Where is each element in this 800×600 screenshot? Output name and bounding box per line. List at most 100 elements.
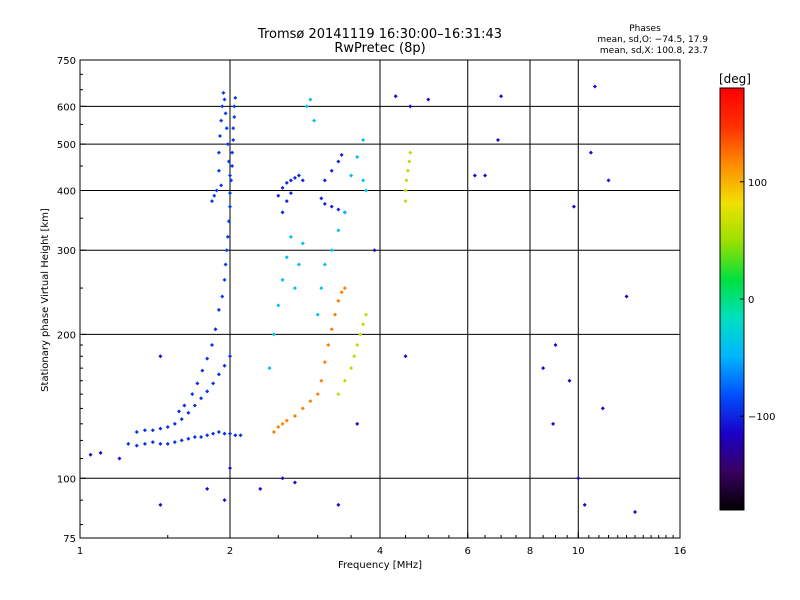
data-point xyxy=(228,466,232,471)
data-point xyxy=(288,234,293,239)
data-point xyxy=(361,138,366,143)
data-point xyxy=(216,429,221,434)
stats-line-x: mean, sd,X: 100.8, 23.7 xyxy=(600,46,708,56)
data-point xyxy=(200,368,205,373)
data-point xyxy=(186,410,191,415)
data-point xyxy=(205,486,210,491)
data-point xyxy=(223,262,228,267)
data-point xyxy=(315,312,320,317)
data-point xyxy=(624,294,629,299)
data-point xyxy=(349,366,354,371)
data-point xyxy=(588,150,593,155)
data-point xyxy=(134,443,139,448)
data-point xyxy=(312,118,317,123)
data-point xyxy=(600,406,605,411)
y-tick-label: 200 xyxy=(57,330,76,341)
data-point xyxy=(499,94,504,99)
x-axis-label: Frequency [MHz] xyxy=(338,560,422,571)
y-tick-label: 300 xyxy=(57,246,76,257)
data-point xyxy=(355,343,360,348)
data-point xyxy=(551,421,556,426)
x-tick-label: 16 xyxy=(674,546,687,557)
data-point xyxy=(271,429,276,434)
data-point xyxy=(158,354,163,359)
data-point xyxy=(364,312,369,317)
data-point xyxy=(228,431,232,436)
data-point xyxy=(150,440,155,445)
data-point xyxy=(403,354,408,359)
data-point xyxy=(372,248,377,253)
data-point xyxy=(292,286,297,291)
data-point xyxy=(226,159,231,164)
data-point xyxy=(222,431,227,436)
data-point xyxy=(88,452,93,457)
data-point xyxy=(150,428,155,433)
data-point xyxy=(233,95,238,100)
data-point xyxy=(126,441,131,446)
y-tick-label: 600 xyxy=(57,102,76,113)
chart-title-line2: RwPretec (8p) xyxy=(334,41,425,56)
data-point xyxy=(158,502,163,507)
data-point xyxy=(220,294,225,299)
data-point xyxy=(199,396,204,401)
data-point xyxy=(158,426,163,431)
data-point xyxy=(238,433,243,438)
data-point xyxy=(280,476,285,481)
data-point xyxy=(408,150,413,155)
data-point xyxy=(308,399,313,404)
data-point xyxy=(472,173,477,178)
data-point xyxy=(223,111,228,116)
data-point xyxy=(228,354,232,359)
data-point xyxy=(230,164,235,169)
y-tick-label: 75 xyxy=(63,534,76,545)
data-point xyxy=(213,327,218,332)
data-point xyxy=(355,155,360,160)
data-point xyxy=(426,97,431,102)
data-point xyxy=(284,199,289,204)
data-point xyxy=(231,126,236,131)
data-point xyxy=(271,332,276,337)
data-point xyxy=(172,421,177,426)
data-point xyxy=(222,363,227,368)
colorbar-tick-label: −100 xyxy=(748,412,775,423)
y-tick-label: 500 xyxy=(57,140,76,151)
data-point xyxy=(192,434,197,439)
data-point xyxy=(219,118,224,123)
colorbar-ticks: 100 0 −100 xyxy=(740,178,775,423)
data-point xyxy=(134,429,139,434)
stats-title: Phases xyxy=(629,24,661,34)
data-point xyxy=(405,168,410,173)
data-point xyxy=(218,134,223,139)
data-point xyxy=(211,381,216,386)
data-point xyxy=(292,480,297,485)
data-point xyxy=(582,502,587,507)
data-point xyxy=(576,476,581,481)
y-tick-label: 750 xyxy=(57,56,76,67)
data-point xyxy=(142,428,147,433)
data-point xyxy=(393,94,398,99)
data-point xyxy=(403,199,408,204)
data-point xyxy=(209,199,214,204)
data-point xyxy=(284,180,289,185)
axis-ticks: 1 2 4 6 8 10 16 75 100 200 300 400 500 600 750 xyxy=(57,56,686,557)
data-point xyxy=(304,104,309,109)
data-point xyxy=(216,372,221,377)
data-point xyxy=(225,142,230,147)
data-point xyxy=(229,178,234,183)
data-point xyxy=(222,277,227,282)
data-point xyxy=(408,104,413,109)
data-point xyxy=(342,378,347,383)
colorbar-tick-label: 0 xyxy=(748,295,754,306)
data-point xyxy=(117,456,122,461)
data-point xyxy=(182,403,187,408)
data-point xyxy=(228,204,232,209)
data-point xyxy=(205,389,210,394)
data-point xyxy=(232,114,237,119)
data-point xyxy=(315,392,320,397)
data-point xyxy=(319,378,324,383)
data-point xyxy=(231,138,236,143)
data-point xyxy=(280,210,285,215)
data-point xyxy=(165,425,170,430)
data-point xyxy=(276,303,281,308)
data-point xyxy=(541,366,546,371)
